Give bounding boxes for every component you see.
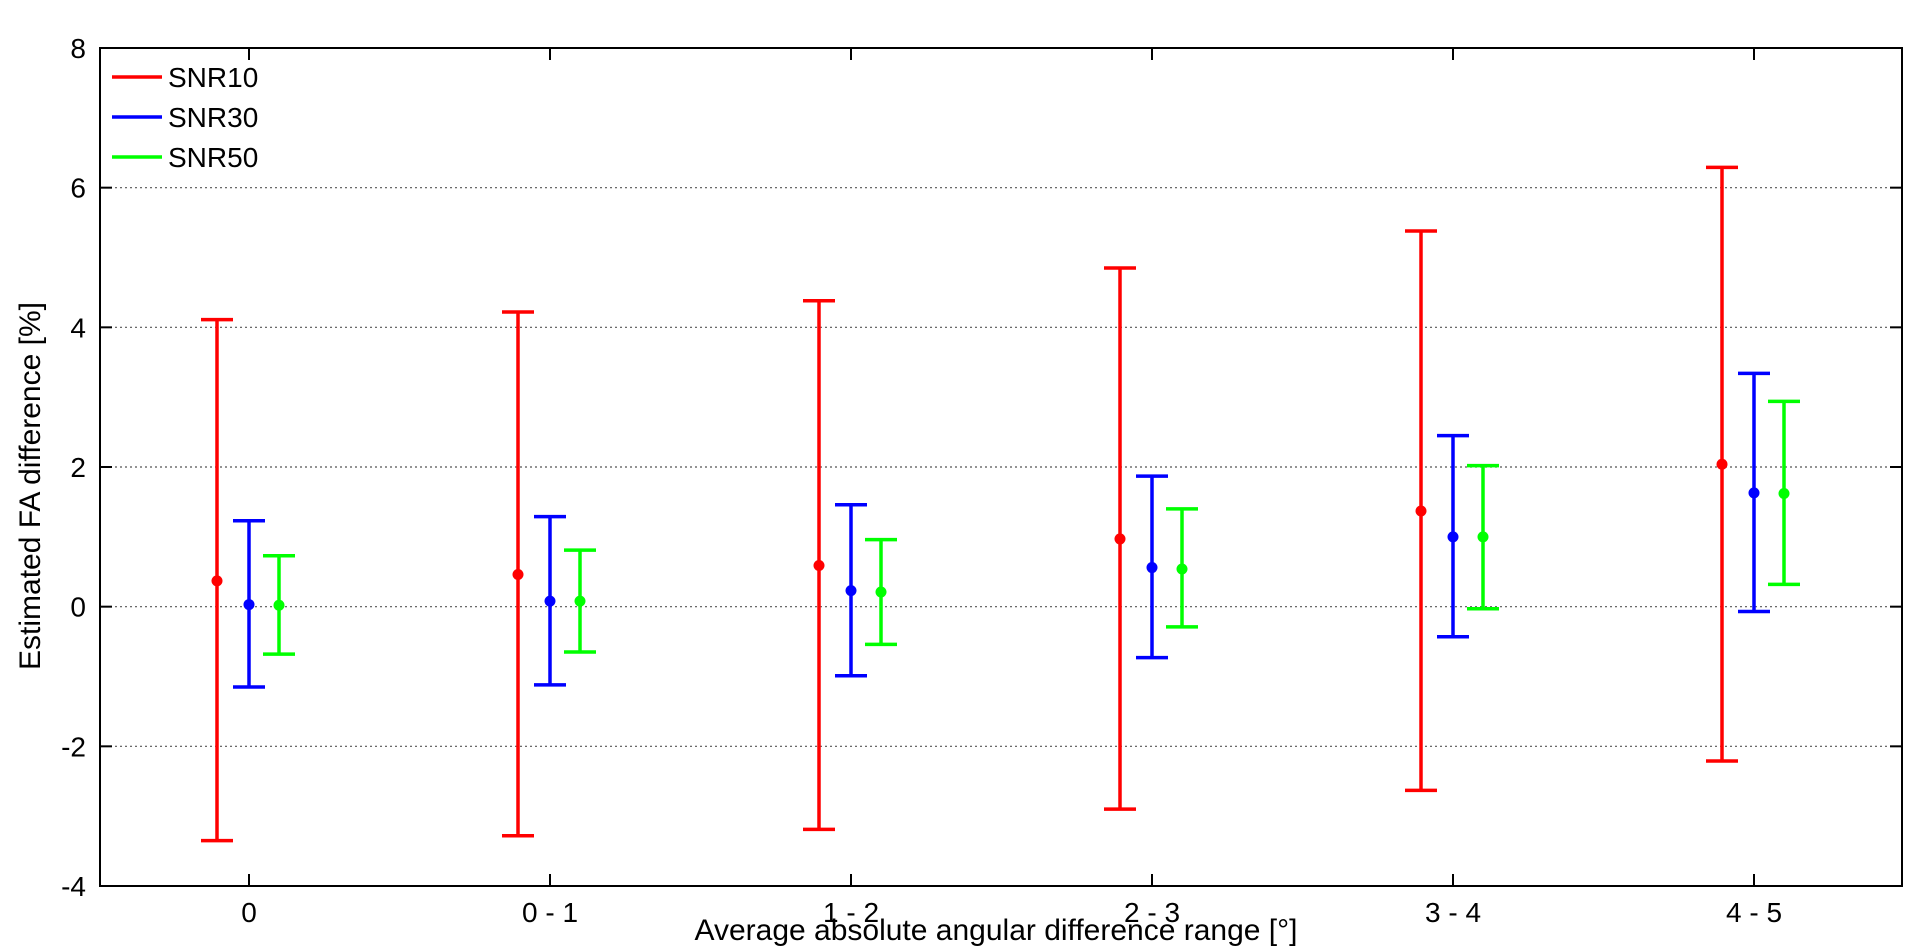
x-tick-label-0: 0 [241,897,257,928]
x-tick-label-2: 1 - 2 [823,897,879,928]
legend-label-snr50: SNR50 [168,142,258,173]
x-tick-label-5: 4 - 5 [1726,897,1782,928]
legend-label-snr10: SNR10 [168,62,258,93]
point-snr50-5 [1778,488,1790,500]
series-group [201,165,1800,843]
point-snr30-3 [1146,562,1158,574]
series-snr30 [233,371,1770,689]
y-tick-label-4: 4 [70,312,86,343]
point-snr50-1 [574,595,586,607]
point-snr50-0 [273,599,285,611]
point-snr30-5 [1748,487,1760,499]
point-snr10-0 [211,575,223,587]
point-snr50-3 [1176,563,1188,575]
point-snr10-1 [512,569,524,581]
x-tick-label-1: 0 - 1 [522,897,578,928]
series-snr10 [201,165,1738,843]
series-snr50 [263,399,1800,656]
legend-label-snr30: SNR30 [168,102,258,133]
y-tick-label-2: 0 [70,592,86,623]
x-tick-label-3: 2 - 3 [1124,897,1180,928]
gridlines [100,187,1902,747]
point-snr30-0 [243,599,255,611]
point-snr50-2 [875,586,887,598]
point-snr30-2 [845,585,857,597]
y-tick-label-3: 2 [70,452,86,483]
axes: -4 -2 0 2 4 6 8 0 0 - 1 1 - 2 2 - 3 3 - 4 4 - 5 [61,33,1903,928]
y-tick-label-0: -4 [61,871,86,902]
point-snr30-4 [1447,531,1459,543]
y-tick-label-6: 8 [70,33,86,64]
point-snr10-5 [1716,458,1728,470]
point-snr30-1 [544,595,556,607]
point-snr50-4 [1477,531,1489,543]
point-snr10-3 [1114,533,1126,545]
y-tick-label-5: 6 [70,173,86,204]
y-axis-title: Estimated FA difference [%] [14,302,47,670]
x-tick-label-4: 3 - 4 [1425,897,1481,928]
point-snr10-2 [813,559,825,571]
legend: SNR10 SNR30 SNR50 [112,62,258,173]
point-snr10-4 [1415,505,1427,517]
x-axis-title: Average absolute angular difference rang… [695,914,1298,947]
y-tick-label-1: -2 [61,731,86,762]
